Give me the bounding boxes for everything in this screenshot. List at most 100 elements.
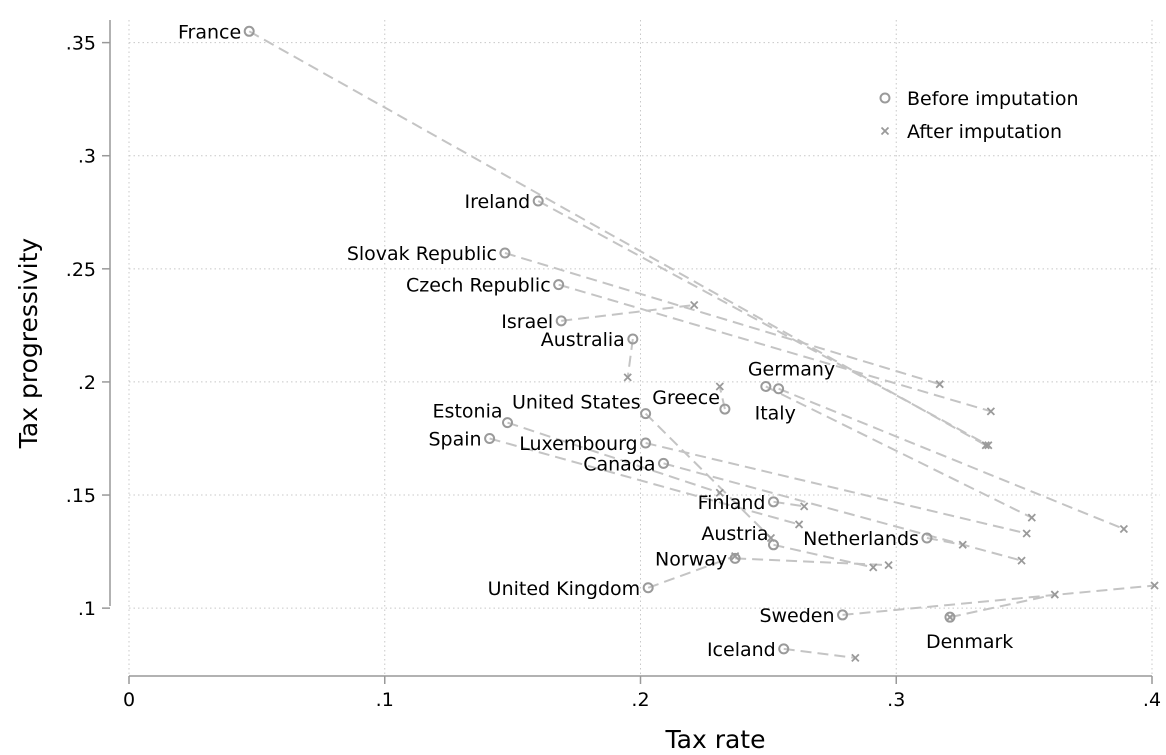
after-marker-stroke (851, 653, 860, 663)
point-label: France (178, 21, 241, 43)
connector-line (783, 647, 856, 659)
after-marker (1050, 590, 1059, 599)
connector-line (626, 338, 634, 378)
connector-line (735, 557, 889, 567)
before-marker (502, 417, 514, 429)
x-tick-label: .4 (1143, 689, 1161, 711)
after-marker (794, 520, 804, 529)
after-marker (715, 488, 724, 497)
legend-label: After imputation (907, 121, 1062, 143)
point-label: Austria (701, 523, 768, 545)
before-marker (767, 496, 779, 508)
after-marker-stroke (1150, 581, 1159, 590)
after-marker (984, 441, 993, 450)
connector-line (778, 387, 1125, 530)
before-marker (243, 25, 255, 37)
x-tick-label: .3 (887, 689, 905, 711)
point-label: Germany (748, 358, 835, 380)
after-marker-stroke (935, 380, 944, 389)
y-tick-label: .35 (66, 33, 96, 55)
point-label: Greece (652, 387, 720, 409)
after-marker (880, 126, 890, 136)
after-marker-stroke (730, 551, 740, 561)
before-marker (484, 432, 496, 444)
after-marker-stroke (880, 126, 890, 136)
before-marker (627, 333, 639, 345)
before-marker (640, 437, 652, 449)
after-marker-stroke (1017, 556, 1026, 565)
after-marker (623, 373, 632, 382)
connector-line (926, 537, 963, 546)
after-marker-stroke (690, 300, 699, 310)
after-marker-stroke (869, 563, 878, 572)
connector-line (842, 584, 1155, 616)
point-label: Australia (541, 329, 625, 351)
before-marker (532, 195, 544, 207)
connector-lines (248, 30, 1155, 659)
after-marker-stroke (1119, 524, 1129, 534)
connector-line (647, 555, 736, 589)
point-label: Norway (655, 548, 727, 570)
axes: .1 .15 .2 .25 .3 .35 0 .1 .2 .3 .4 (66, 20, 1161, 711)
after-marker (958, 540, 967, 549)
point-label: Sweden (759, 605, 834, 627)
after-marker-stroke (958, 540, 967, 549)
before-marker (555, 315, 567, 327)
connector-line (489, 437, 800, 526)
before-marker (767, 539, 779, 551)
point-label: Czech Republic (406, 275, 551, 297)
before-marker (729, 552, 741, 564)
after-marker-stroke (1022, 529, 1031, 538)
y-tick-label: .2 (78, 372, 96, 394)
x-tick-label: .1 (376, 689, 394, 711)
point-label: Finland (698, 492, 766, 514)
connector-line (561, 304, 695, 322)
after-marker (869, 563, 878, 572)
before-marker (944, 611, 956, 623)
after-marker-stroke (715, 488, 724, 497)
before-marker (837, 609, 849, 621)
after-marker (981, 441, 990, 450)
point-label: Denmark (926, 631, 1013, 653)
x-tick-label: .2 (631, 689, 649, 711)
point-label: Ireland (464, 191, 530, 213)
before-marker (642, 582, 654, 594)
after-marker-stroke (715, 382, 724, 391)
before-marker (640, 408, 652, 420)
point-label: Estonia (433, 401, 503, 423)
after-marker (730, 551, 740, 561)
before-marker (760, 380, 772, 392)
after-marker-stroke (623, 373, 632, 382)
before-marker (719, 403, 731, 415)
after-marker (851, 653, 860, 663)
connector-line (248, 30, 987, 447)
gridlines (128, 20, 1160, 676)
after-marker (1027, 513, 1036, 522)
after-marker-stroke (800, 502, 809, 511)
connector-line (645, 442, 1027, 535)
after-marker (935, 380, 944, 389)
point-label: Israel (501, 311, 553, 333)
after-marker (1022, 529, 1031, 538)
point-label: Spain (429, 428, 482, 450)
point-label: Iceland (707, 639, 776, 661)
y-tick-label: .15 (66, 485, 96, 507)
after-marker-stroke (1050, 590, 1059, 599)
after-marker (1119, 524, 1129, 534)
after-marker (715, 382, 724, 391)
point-label: United Kingdom (488, 578, 641, 600)
point-label: Netherlands (803, 528, 919, 550)
y-tick-label: .1 (78, 598, 96, 620)
data-markers (243, 25, 1159, 663)
after-marker (945, 613, 955, 622)
y-axis-title: Tax progressivity (14, 238, 43, 450)
after-marker (884, 561, 893, 570)
point-label: United States (512, 392, 641, 414)
after-marker-stroke (984, 441, 993, 450)
after-marker (986, 407, 996, 416)
point-labels: France Ireland Slovak Republic Czech Republ… (178, 21, 1013, 661)
connector-line (504, 252, 941, 386)
after-marker-stroke (945, 613, 955, 622)
connector-line (507, 421, 721, 494)
